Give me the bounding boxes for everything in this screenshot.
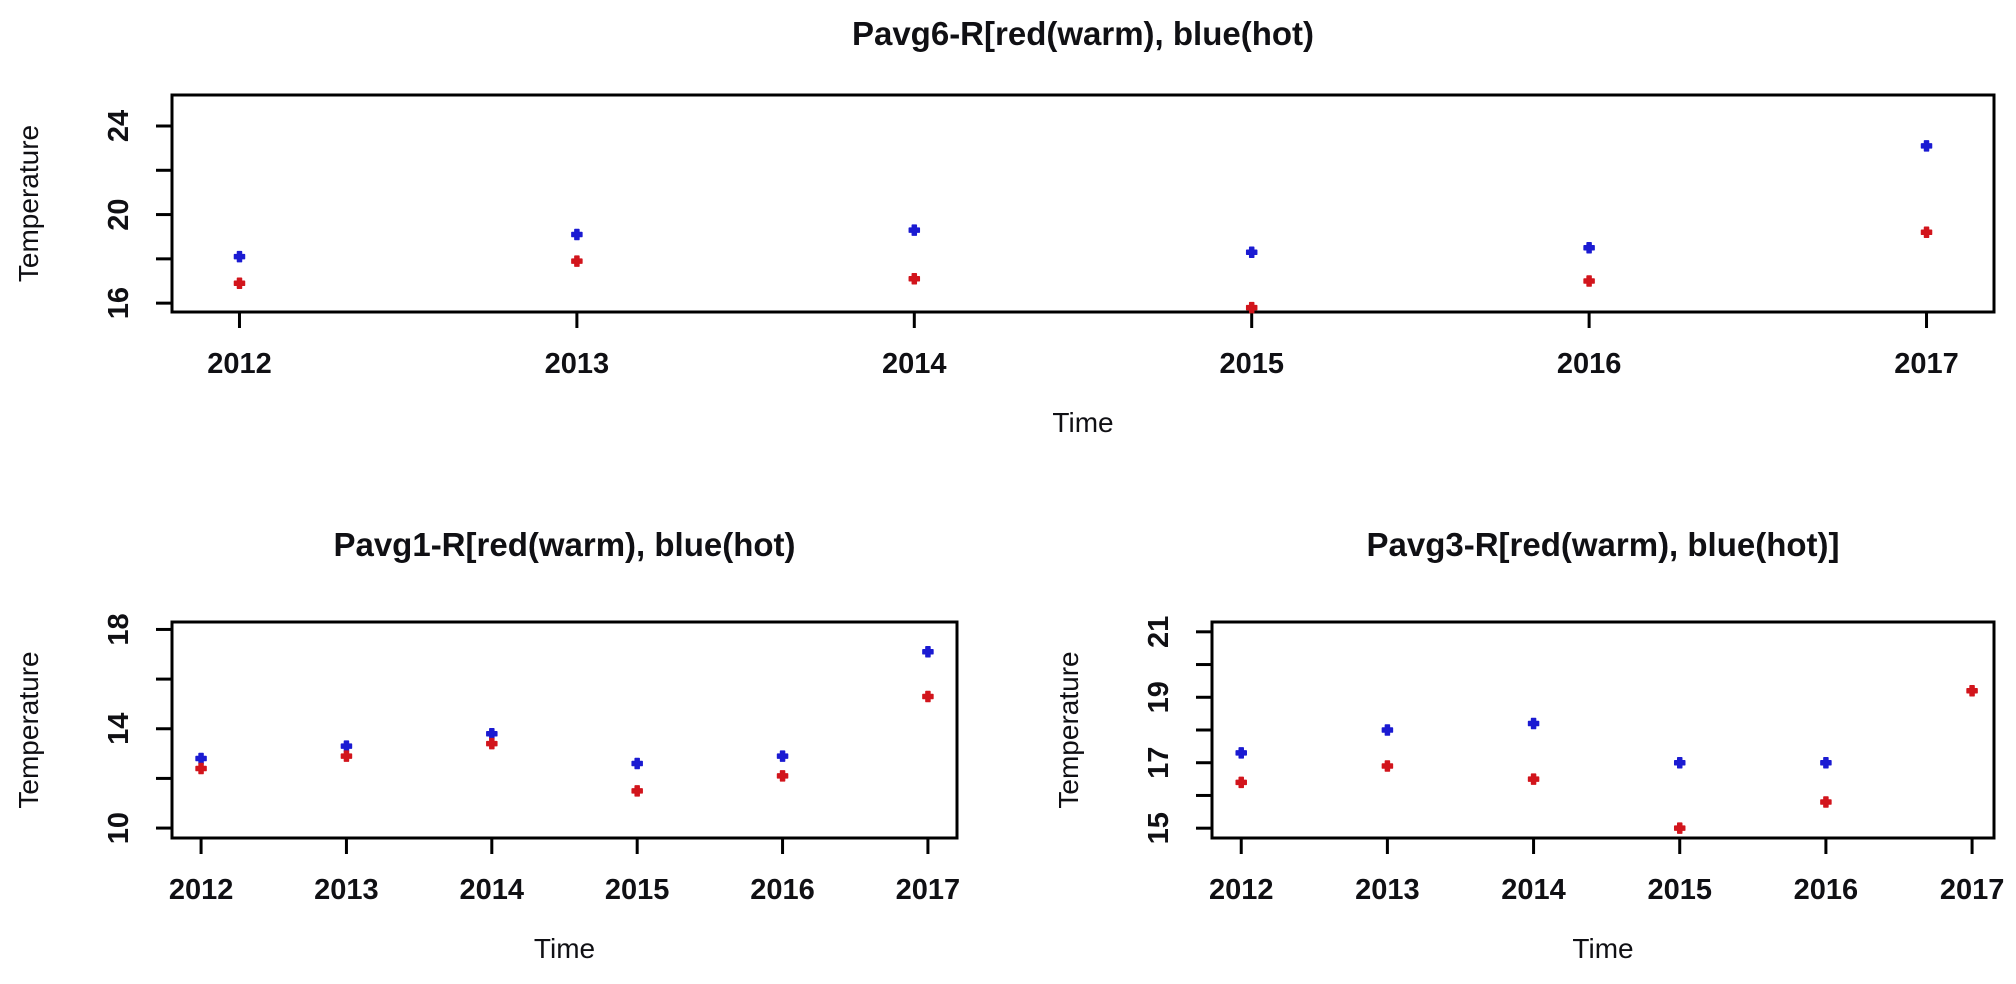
data-point-red xyxy=(908,273,921,285)
chart-title: Pavg1-R[red(warm), blue(hot) xyxy=(333,526,795,563)
y-tick-label: 24 xyxy=(103,110,135,142)
x-tick-label: 2012 xyxy=(1209,874,1274,906)
x-tick-label: 2013 xyxy=(314,874,379,906)
x-tick-label: 2017 xyxy=(1894,348,1959,380)
x-tick-label: 2015 xyxy=(1647,874,1712,906)
y-tick-label: 16 xyxy=(103,287,135,319)
data-point-red xyxy=(1527,773,1540,785)
chart-pavg1: Pavg1-R[red(warm), blue(hot) 2012 2013 2014… xyxy=(13,526,960,964)
data-point-red xyxy=(922,690,934,703)
x-tick-label: 2017 xyxy=(896,874,961,906)
y-tick-label: 14 xyxy=(103,713,135,745)
x-tick-label: 2014 xyxy=(460,874,525,906)
x-tick-label: 2016 xyxy=(1557,348,1622,380)
data-point-red xyxy=(571,255,583,267)
chart-pavg6: Pavg6-R[red(warm), blue(hot) 2012 2013 2014… xyxy=(13,15,1996,438)
x-tick-label: 2014 xyxy=(882,348,947,380)
data-point-blue xyxy=(1381,724,1394,736)
data-point-blue xyxy=(776,750,789,762)
data-point-red xyxy=(1920,226,1933,239)
data-point-red xyxy=(1966,684,1978,697)
y-tick-label: 10 xyxy=(103,812,135,844)
data-point-red xyxy=(1245,301,1258,314)
data-point-blue xyxy=(908,224,921,236)
x-tick-label: 2017 xyxy=(1940,874,2005,906)
x-tick-label: 2015 xyxy=(605,874,670,906)
data-point-red xyxy=(195,762,207,775)
data-point-red xyxy=(340,750,353,762)
data-point-blue xyxy=(1527,717,1540,730)
data-point-red xyxy=(233,277,246,289)
x-tick-label: 2016 xyxy=(1794,874,1859,906)
data-point-blue xyxy=(1245,246,1258,258)
x-tick-label: 2013 xyxy=(545,348,610,380)
x-tick-label: 2016 xyxy=(750,874,815,906)
y-axis-label: Temperature xyxy=(13,651,44,808)
data-point-red xyxy=(631,785,643,797)
x-tick-label: 2014 xyxy=(1501,874,1566,906)
data-point-red xyxy=(486,737,498,750)
plot-box xyxy=(1210,620,1996,840)
data-point-red xyxy=(1583,275,1595,287)
chart-title: Pavg6-R[red(warm), blue(hot) xyxy=(852,15,1314,52)
x-tick-label: 2012 xyxy=(169,874,234,906)
x-axis-label: Time xyxy=(534,933,595,964)
chart-title: Pavg3-R[red(warm), blue(hot)] xyxy=(1366,526,1839,563)
data-point-blue xyxy=(1920,140,1933,152)
x-tick-label: 2013 xyxy=(1355,874,1420,906)
y-axis-label: Temperature xyxy=(1053,651,1084,808)
data-point-blue xyxy=(1235,747,1247,759)
data-point-blue xyxy=(922,646,934,658)
x-axis-label: Time xyxy=(1052,407,1113,438)
plot-box xyxy=(170,93,1996,314)
plot-box xyxy=(170,620,959,840)
y-tick-label: 19 xyxy=(1143,681,1175,713)
x-tick-label: 2015 xyxy=(1219,348,1284,380)
y-axis-label: Temperature xyxy=(13,125,44,282)
x-tick-label: 2012 xyxy=(207,348,272,380)
data-point-blue xyxy=(1583,242,1595,254)
data-point-blue xyxy=(486,727,498,740)
data-point-blue xyxy=(233,250,246,263)
y-tick-label: 21 xyxy=(1143,616,1175,648)
y-tick-label: 17 xyxy=(1143,747,1175,779)
data-point-blue xyxy=(1820,756,1832,769)
data-point-blue xyxy=(631,757,643,770)
y-tick-label: 15 xyxy=(1143,812,1175,844)
chart-pavg3: Pavg3-R[red(warm), blue(hot)] 2012 2013 201… xyxy=(1053,526,2004,964)
data-point-blue xyxy=(340,740,353,752)
y-tick-label: 18 xyxy=(103,613,135,645)
data-point-blue xyxy=(571,228,583,241)
data-point-red xyxy=(1820,796,1832,808)
x-axis-label: Time xyxy=(1572,933,1633,964)
y-tick-label: 20 xyxy=(103,198,135,230)
data-point-red xyxy=(1235,776,1247,789)
data-point-red xyxy=(776,770,789,782)
data-point-red xyxy=(1673,822,1686,834)
data-point-blue xyxy=(1673,756,1686,769)
data-point-red xyxy=(1381,760,1394,772)
data-point-blue xyxy=(195,752,207,765)
